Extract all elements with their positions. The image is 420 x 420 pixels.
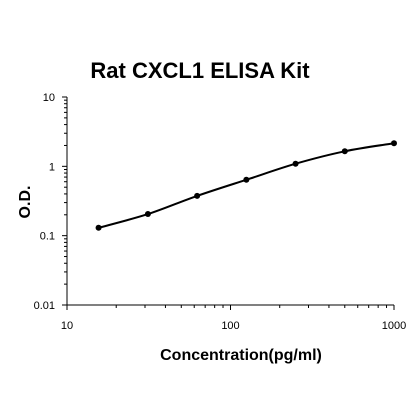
chart-title: Rat CXCL1 ELISA Kit [90, 58, 310, 83]
y-tick-label: 1 [49, 161, 55, 173]
data-point [243, 176, 250, 183]
plot-area [95, 140, 397, 231]
data-point [144, 211, 151, 218]
y-tick-label: 0.01 [34, 300, 55, 312]
y-tick-label: 10 [43, 92, 55, 104]
data-point [95, 224, 102, 231]
x-tick-label: 1000 [382, 320, 406, 332]
axes: 10 1 0.1 0.01 10 100 1000 [34, 92, 407, 332]
y-axis-label: O.D. [17, 186, 34, 219]
x-tick-label: 10 [61, 320, 73, 332]
data-point [194, 192, 201, 199]
data-point [391, 140, 397, 147]
y-tick-label: 0.1 [40, 231, 55, 243]
data-point [292, 160, 299, 167]
data-point [341, 148, 348, 155]
x-tick-label: 100 [221, 320, 239, 332]
x-axis-label: Concentration(pg/ml) [160, 347, 322, 364]
series-line [98, 142, 395, 229]
